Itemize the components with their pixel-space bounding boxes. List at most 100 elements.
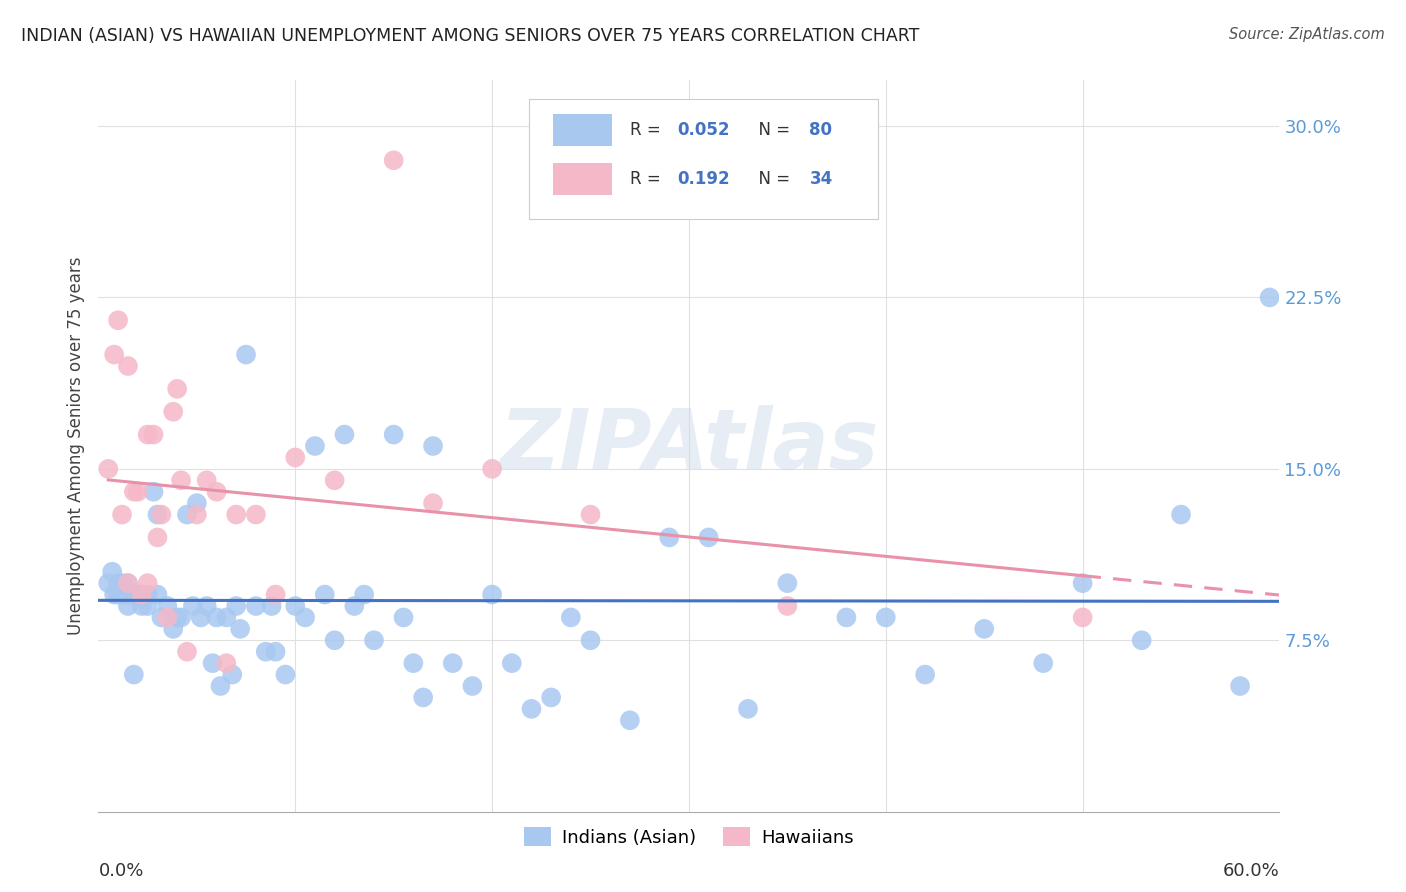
Point [146, 508, 169, 522]
Point [254, 645, 277, 659]
Point [501, 656, 523, 670]
Point [481, 462, 503, 476]
Point [190, 610, 212, 624]
Point [294, 610, 316, 624]
FancyBboxPatch shape [553, 162, 612, 195]
Point [117, 576, 139, 591]
Point [314, 588, 336, 602]
Point [260, 599, 283, 613]
Point [150, 508, 173, 522]
Point [205, 484, 228, 499]
Point [1258, 290, 1281, 304]
Point [333, 427, 356, 442]
Text: 60.0%: 60.0% [1223, 862, 1279, 880]
Text: Source: ZipAtlas.com: Source: ZipAtlas.com [1229, 27, 1385, 42]
Point [1170, 508, 1192, 522]
Point [131, 588, 153, 602]
Point [1071, 576, 1094, 591]
Point [304, 439, 326, 453]
Point [162, 405, 184, 419]
Point [186, 496, 208, 510]
Point [156, 599, 179, 613]
Point [658, 530, 681, 544]
Point [195, 473, 218, 487]
Point [1032, 656, 1054, 670]
Point [215, 610, 238, 624]
Point [122, 667, 145, 681]
Point [107, 588, 129, 602]
Point [461, 679, 484, 693]
Point [441, 656, 464, 670]
Point [117, 599, 139, 613]
Point [150, 610, 173, 624]
Text: 80: 80 [810, 121, 832, 139]
Point [215, 656, 238, 670]
Point [973, 622, 995, 636]
Point [170, 473, 193, 487]
Point [117, 576, 139, 591]
Text: 0.192: 0.192 [678, 170, 730, 188]
Point [136, 427, 159, 442]
Text: N =: N = [748, 170, 796, 188]
Point [520, 702, 543, 716]
Point [176, 508, 198, 522]
Point [118, 588, 141, 602]
FancyBboxPatch shape [530, 99, 877, 219]
Point [284, 450, 307, 465]
Point [1071, 610, 1094, 624]
Point [103, 588, 125, 602]
Point [101, 565, 124, 579]
Text: N =: N = [748, 121, 796, 139]
Point [97, 462, 120, 476]
Point [176, 645, 198, 659]
Point [875, 610, 897, 624]
Point [131, 588, 153, 602]
Point [170, 610, 193, 624]
Point [136, 576, 159, 591]
Point [914, 667, 936, 681]
FancyBboxPatch shape [553, 113, 612, 146]
Point [107, 576, 129, 591]
Point [422, 496, 444, 510]
Point [127, 588, 149, 602]
Point [142, 427, 165, 442]
Text: INDIAN (ASIAN) VS HAWAIIAN UNEMPLOYMENT AMONG SENIORS OVER 75 YEARS CORRELATION : INDIAN (ASIAN) VS HAWAIIAN UNEMPLOYMENT … [21, 27, 920, 45]
Point [264, 588, 287, 602]
Point [221, 667, 243, 681]
Point [619, 714, 641, 728]
Point [284, 599, 307, 613]
Point [560, 610, 582, 624]
Point [1229, 679, 1251, 693]
Point [229, 622, 252, 636]
Point [245, 508, 267, 522]
Point [117, 359, 139, 373]
Point [392, 610, 415, 624]
Point [97, 576, 120, 591]
Point [146, 530, 169, 544]
Point [245, 599, 267, 613]
Point [274, 667, 297, 681]
Point [225, 508, 247, 522]
Point [205, 610, 228, 624]
Point [146, 588, 169, 602]
Point [412, 690, 434, 705]
Point [835, 610, 858, 624]
Point [201, 656, 224, 670]
Point [579, 633, 602, 648]
Point [156, 610, 179, 624]
Text: ZIPAtlas: ZIPAtlas [499, 406, 879, 486]
Point [162, 622, 184, 636]
Text: 34: 34 [810, 170, 832, 188]
Point [343, 599, 366, 613]
Text: R =: R = [630, 170, 666, 188]
Text: 0.0%: 0.0% [98, 862, 143, 880]
Point [111, 508, 134, 522]
Point [776, 599, 799, 613]
Point [136, 588, 159, 602]
Legend: Indians (Asian), Hawaiians: Indians (Asian), Hawaiians [517, 820, 860, 854]
Point [697, 530, 720, 544]
Text: 0.052: 0.052 [678, 121, 730, 139]
Point [737, 702, 759, 716]
Point [481, 588, 503, 602]
Point [136, 599, 159, 613]
